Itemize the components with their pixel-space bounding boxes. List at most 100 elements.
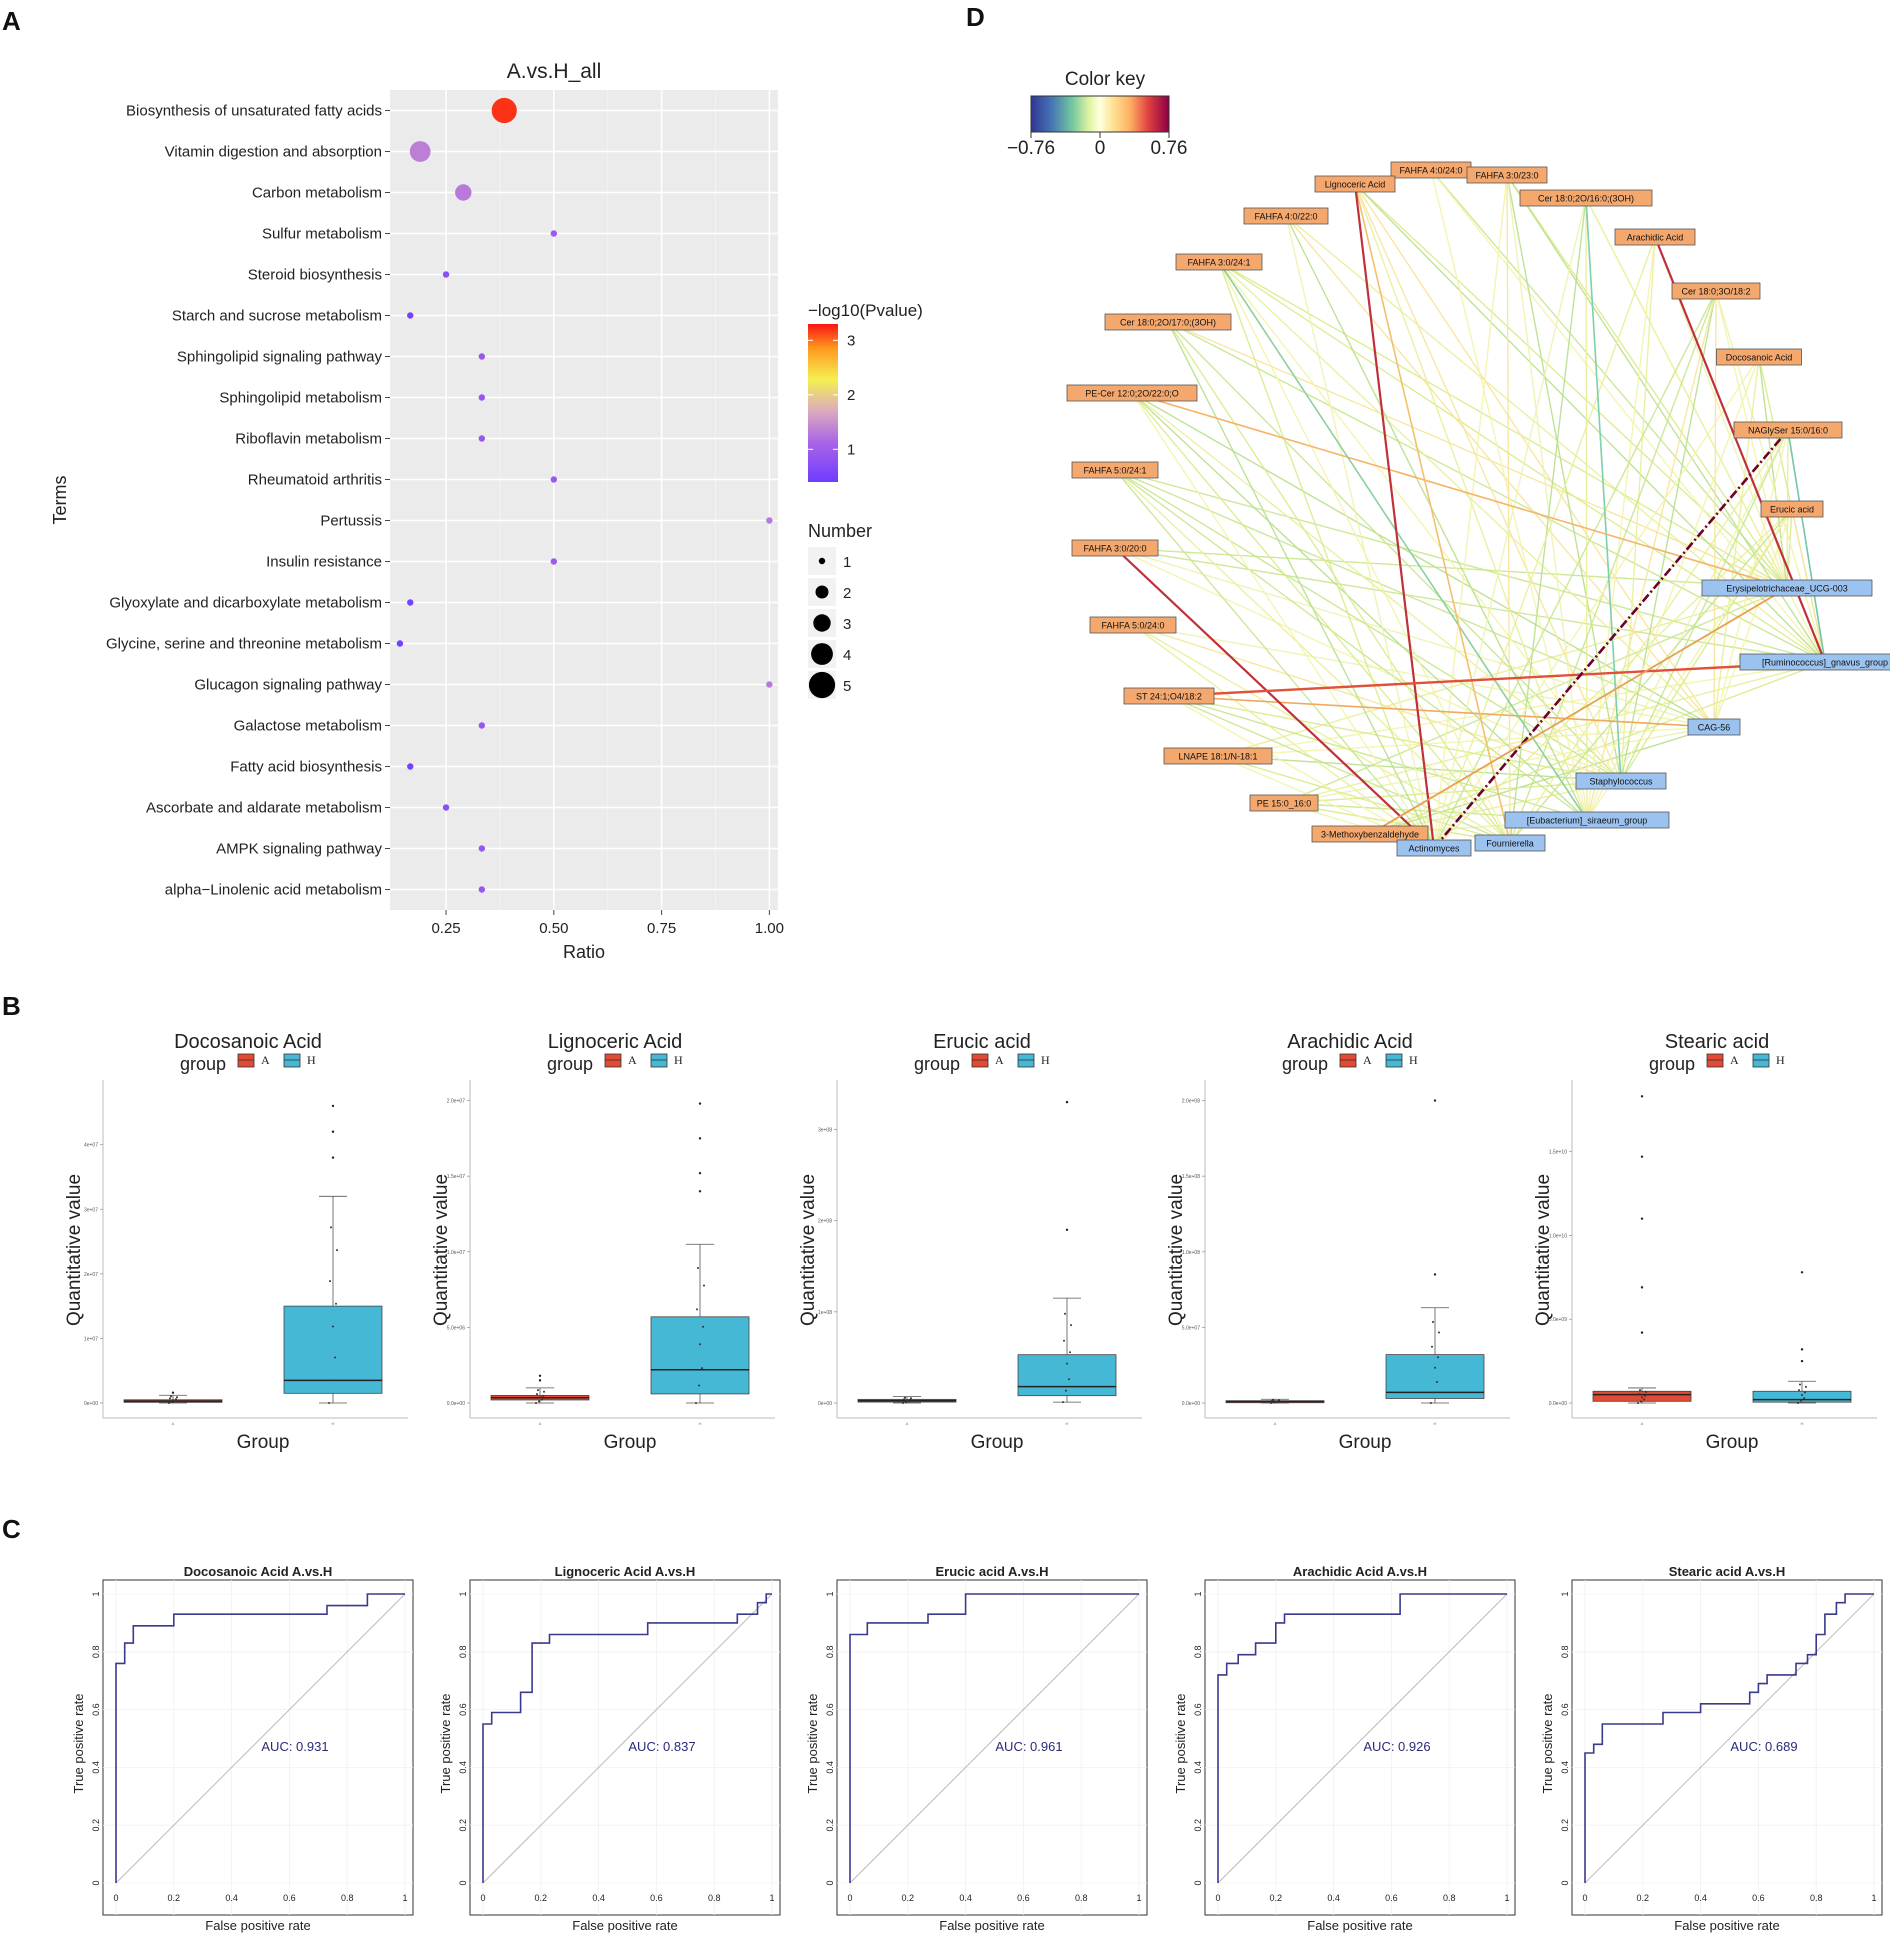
metabolite-node-label: Erucic acid: [1770, 505, 1814, 515]
color-key-title: Color key: [1065, 69, 1146, 90]
jitter-point: [543, 1390, 545, 1393]
x-tick-label: A: [539, 1421, 542, 1426]
term-label: Biosynthesis of unsaturated fatty acids: [126, 103, 382, 120]
network-edge: [1114, 469, 1715, 728]
jitter-point: [903, 1398, 905, 1401]
auc-label: AUC: 0.931: [261, 1739, 328, 1754]
roc-frame: [836, 1579, 1148, 1916]
jitter-point: [328, 1402, 330, 1404]
roc-x-tick-label: 0.4: [1327, 1893, 1340, 1903]
jitter-point: [1433, 1391, 1435, 1394]
jitter-point: [1801, 1393, 1803, 1396]
term-label: Glyoxylate and dicarboxylate metabolism: [109, 595, 382, 612]
term-label: Riboflavin metabolism: [235, 431, 382, 448]
outlier-point: [331, 1156, 335, 1159]
bacteria-node: [1701, 579, 1873, 597]
roc-diagonal: [1217, 1593, 1508, 1884]
jitter-point: [703, 1284, 705, 1287]
outlier-point: [1640, 1331, 1644, 1334]
roc-x-tick-label: 1: [1871, 1893, 1876, 1903]
network-edge: [1285, 215, 1588, 821]
roc-x-tick-label: 0.2: [1270, 1893, 1283, 1903]
roc-x-tick-label: 0: [847, 1893, 852, 1903]
network-edge: [1114, 469, 1435, 849]
roc-x-axis-label: False positive rate: [1307, 1918, 1413, 1933]
metabolite-node: [1671, 282, 1761, 300]
boxplot-legend-key: [604, 1053, 622, 1068]
network-edge: [1620, 508, 1793, 782]
roc-y-tick-label: 0.6: [1560, 1703, 1570, 1716]
jitter-point: [1432, 1321, 1434, 1324]
roc-x-tick-label: 0: [480, 1893, 485, 1903]
jitter-point: [695, 1402, 697, 1404]
network-edge: [1132, 624, 1435, 849]
network-edge: [1506, 174, 1788, 589]
node-layer: FAHFA 4:0/24:0 FAHFA 3:0/23:0 Cer 18:0;2O/…: [1066, 161, 1890, 857]
y-tick-label: 1e+08: [818, 1310, 832, 1316]
metabolite-node: [1466, 166, 1548, 184]
network-edge: [1620, 290, 1717, 782]
roc-1: 0 0 0.2 0.2 0.4 0.4 0.6 0.6 0.8 0.8 1 1 Lignoceric A…: [438, 1564, 781, 1933]
roc-y-tick-label: 0.4: [1560, 1761, 1570, 1774]
bacteria-node-label: [Eubacterium]_siraeum_group: [1527, 816, 1648, 826]
jitter-point: [334, 1356, 336, 1359]
jitter-point: [331, 1379, 333, 1382]
metabolite-node: [1071, 461, 1159, 479]
box: [650, 1316, 750, 1395]
network-edge: [1433, 197, 1587, 849]
data-point: [550, 558, 558, 565]
bacteria-node: [1575, 772, 1667, 790]
term-label: Rheumatoid arthritis: [248, 472, 382, 489]
metabolite-node-label: FAHFA 4:0/22:0: [1254, 212, 1317, 222]
network-edge: [1786, 508, 1793, 589]
jitter-point: [1805, 1385, 1807, 1388]
y-tick-label: 3e+07: [84, 1207, 98, 1213]
network-edge: [1430, 169, 1788, 589]
boxplot-legend-label: A: [995, 1053, 1004, 1067]
roc-panel: 0 0 0.2 0.2 0.4 0.4 0.6 0.6 0.8 0.8 1 1 Docosanoic A…: [71, 1564, 1883, 1933]
color-legend-label: 2: [847, 387, 855, 404]
jitter-point: [697, 1267, 699, 1270]
roc-diagonal: [849, 1593, 1140, 1884]
bacteria-node: [1739, 653, 1890, 671]
network-edge: [1114, 547, 1622, 782]
roc-x-tick-label: 0.4: [959, 1893, 972, 1903]
metabolite-node-label: Cer 18:0;3O/18:2: [1681, 287, 1750, 297]
jitter-point: [1068, 1378, 1070, 1381]
size-legend-dot: [811, 643, 833, 665]
y-tick-label: 2.0e+07: [447, 1099, 465, 1105]
outlier-point: [1433, 1099, 1437, 1102]
network-edge: [1506, 174, 1622, 782]
term-label: Fatty acid biosynthesis: [230, 759, 382, 776]
data-point: [550, 476, 558, 483]
bacteria-node-label: Fournierella: [1486, 839, 1534, 849]
boxplot-title: Stearic acid: [1665, 1031, 1770, 1053]
y-tick-label: 5.0e+09: [1549, 1317, 1567, 1323]
network-edge: [1131, 392, 1715, 728]
roc-x-tick-label: 0.6: [1752, 1893, 1765, 1903]
roc-curve: [1584, 1593, 1874, 1883]
x-tick-label: 1.00: [755, 920, 784, 937]
metabolite-node-label: LNAPE 18:1/N-18:1: [1178, 752, 1257, 762]
jitter-point: [537, 1389, 539, 1392]
metabolite-node: [1760, 500, 1824, 518]
jitter-point: [1276, 1401, 1278, 1404]
jitter-point: [1069, 1351, 1071, 1354]
metabolite-node: [1519, 189, 1653, 207]
data-point: [442, 271, 450, 278]
network-edge: [1114, 469, 1588, 821]
term-label: Ascorbate and aldarate metabolism: [146, 800, 382, 817]
jitter-point: [1430, 1402, 1432, 1404]
outlier-point: [331, 1104, 335, 1108]
roc-y-tick-label: 0.2: [825, 1819, 835, 1832]
jitter-point: [536, 1393, 538, 1396]
network-edge: [1433, 174, 1508, 849]
outlier-point: [1065, 1100, 1069, 1104]
metabolite-node-label: Cer 18:0;2O/16:0;(3OH): [1538, 194, 1634, 204]
roc-curve: [482, 1593, 772, 1883]
roc-y-tick-label: 0: [825, 1880, 835, 1885]
jitter-point: [1063, 1339, 1065, 1342]
y-tick-label: 0.0e+00: [1549, 1401, 1567, 1407]
